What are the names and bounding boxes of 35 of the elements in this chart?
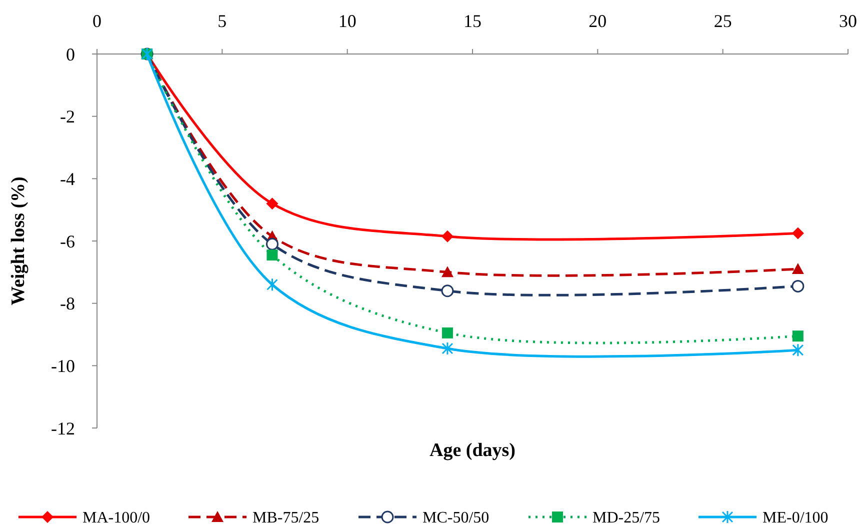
y-tick-label: -2 xyxy=(60,106,75,127)
point xyxy=(792,263,804,274)
point xyxy=(792,227,804,240)
point xyxy=(441,230,454,242)
point xyxy=(266,250,278,261)
legend-label: MD-25/75 xyxy=(592,510,660,527)
legend-label: ME-0/100 xyxy=(762,510,828,527)
x-tick-label: 10 xyxy=(338,11,356,31)
point xyxy=(266,278,278,292)
point xyxy=(792,343,804,357)
legend-label: MB-75/25 xyxy=(252,510,320,527)
point xyxy=(792,330,804,342)
y-tick-label: -12 xyxy=(51,418,75,438)
legend-label: MC-50/50 xyxy=(422,510,490,527)
y-tick-label: -10 xyxy=(51,356,75,376)
x-tick-label: 20 xyxy=(588,11,607,31)
x-tick-label: 15 xyxy=(464,11,482,31)
point xyxy=(792,280,804,292)
x-tick-label: 30 xyxy=(839,11,857,31)
legend-label: MA-100/0 xyxy=(82,510,150,527)
point xyxy=(266,238,278,250)
y-tick-label: -6 xyxy=(60,231,75,252)
y-tick-label: 0 xyxy=(66,44,75,64)
point xyxy=(266,198,278,210)
point xyxy=(442,327,453,338)
y-axis-title: Weight loss (%) xyxy=(8,176,29,306)
point xyxy=(442,342,454,356)
point xyxy=(441,266,454,278)
y-tick-label: -8 xyxy=(60,294,75,314)
x-tick-label: 5 xyxy=(218,11,227,31)
point xyxy=(441,284,454,298)
x-axis-title: Age (days) xyxy=(429,440,516,461)
x-tick-label: 25 xyxy=(714,11,732,31)
y-tick-label: -4 xyxy=(60,168,75,189)
x-tick-label: 0 xyxy=(92,11,102,31)
